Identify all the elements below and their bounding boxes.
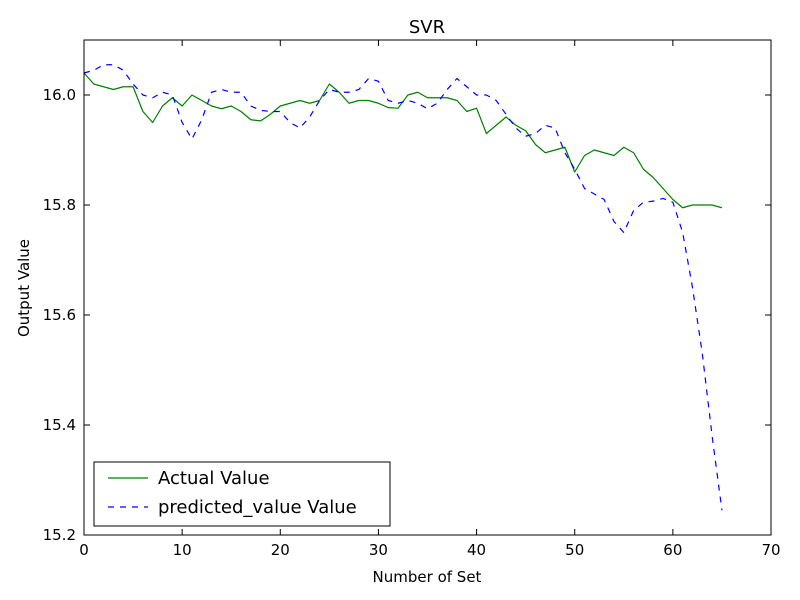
y-tick-label: 15.4 [43, 416, 76, 434]
chart-title: SVR [409, 17, 445, 38]
plot-frame [83, 39, 772, 536]
x-axis-title: Number of Set [373, 568, 482, 586]
x-axis: 0 10 20 30 40 50 60 70 [79, 40, 781, 559]
x-tick-label: 30 [369, 541, 388, 559]
y-tick-label: 15.2 [43, 526, 76, 544]
y-axis-title: Output Value [15, 239, 33, 337]
legend-box [93, 461, 391, 527]
x-tick-label: 20 [271, 541, 290, 559]
legend-label-predicted: predicted_value Value [158, 497, 357, 518]
legend: Actual Value predicted_value Value [93, 461, 391, 527]
x-tick-label: 70 [761, 541, 780, 559]
x-tick-label: 50 [565, 541, 584, 559]
series-layer [83, 64, 723, 511]
x-tick-label: 60 [663, 541, 682, 559]
y-tick-label: 16.0 [43, 86, 76, 104]
y-tick-label: 15.8 [43, 196, 76, 214]
series-line-predicted [83, 64, 723, 511]
legend-label-actual: Actual Value [158, 468, 270, 489]
y-axis: 15.2 15.4 15.6 15.8 16.0 [43, 86, 771, 544]
x-tick-label: 10 [173, 541, 192, 559]
x-tick-label: 40 [467, 541, 486, 559]
x-tick-label: 0 [79, 541, 89, 559]
y-tick-label: 15.6 [43, 306, 76, 324]
